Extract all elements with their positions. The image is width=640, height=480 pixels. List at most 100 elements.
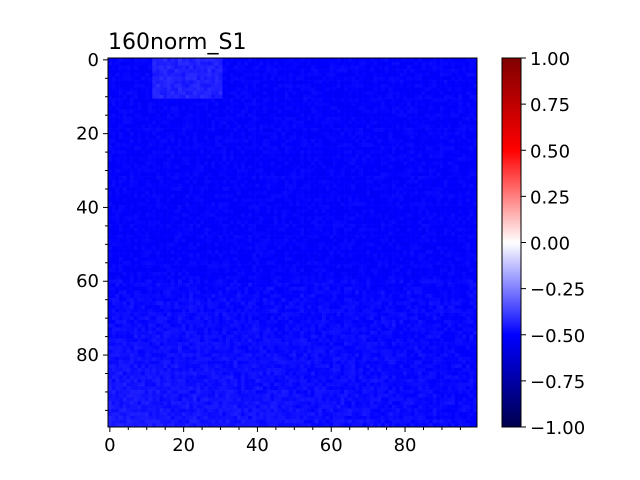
heatmap-cell xyxy=(115,146,120,151)
heatmap-cell xyxy=(144,227,149,232)
heatmap-cell xyxy=(152,65,157,70)
heatmap-cell xyxy=(310,142,315,147)
heatmap-cell xyxy=(200,135,205,140)
heatmap-cell xyxy=(362,183,367,188)
heatmap-cell xyxy=(255,194,260,199)
heatmap-cell xyxy=(266,194,271,199)
heatmap-cell xyxy=(325,98,330,103)
heatmap-cell xyxy=(347,139,352,144)
heatmap-cell xyxy=(292,205,297,210)
heatmap-cell xyxy=(377,212,382,217)
heatmap-cell xyxy=(181,168,186,173)
heatmap-cell xyxy=(303,94,308,99)
heatmap-cell xyxy=(344,139,349,144)
heatmap-cell xyxy=(344,109,349,114)
heatmap-cell xyxy=(473,212,478,217)
heatmap-cell xyxy=(215,172,219,177)
heatmap-cell xyxy=(351,187,356,192)
heatmap-cell xyxy=(314,109,319,114)
heatmap-cell xyxy=(229,117,234,122)
heatmap-cell xyxy=(443,187,448,192)
heatmap-cell xyxy=(244,176,249,181)
heatmap-cell xyxy=(307,183,312,188)
heatmap-cell xyxy=(369,69,374,74)
heatmap-cell xyxy=(277,172,282,177)
heatmap-cell xyxy=(462,220,467,225)
heatmap-cell xyxy=(447,98,452,103)
heatmap-cell xyxy=(469,201,474,206)
heatmap-cell xyxy=(318,153,323,158)
heatmap-cell xyxy=(429,80,434,85)
heatmap-cell xyxy=(429,117,434,122)
heatmap-cell xyxy=(178,190,183,195)
heatmap-cell xyxy=(137,131,142,136)
heatmap-cell xyxy=(285,120,290,125)
heatmap-cell xyxy=(299,157,304,162)
heatmap-cell xyxy=(130,190,135,195)
heatmap-cell xyxy=(469,176,474,181)
heatmap-cell xyxy=(251,220,256,225)
heatmap-cell xyxy=(207,179,212,184)
heatmap-cell xyxy=(358,201,363,206)
heatmap-cell xyxy=(200,120,205,125)
heatmap-cell xyxy=(218,150,223,155)
heatmap-cell xyxy=(329,69,334,74)
heatmap-cell xyxy=(465,168,470,173)
heatmap-cell xyxy=(262,72,267,77)
heatmap-cell xyxy=(211,87,216,92)
heatmap-cell xyxy=(388,150,393,155)
heatmap-cell xyxy=(432,165,437,169)
heatmap-cell xyxy=(244,231,249,236)
heatmap-cell xyxy=(233,168,238,173)
heatmap-cell xyxy=(181,76,186,81)
heatmap-cell xyxy=(200,201,205,206)
heatmap-cell xyxy=(366,98,371,103)
heatmap-cell xyxy=(292,58,297,62)
heatmap-cell xyxy=(274,168,279,173)
heatmap-cell xyxy=(355,176,360,181)
heatmap-cell xyxy=(229,238,234,243)
heatmap-cell xyxy=(170,179,175,184)
heatmap-cell xyxy=(215,69,219,74)
heatmap-cell xyxy=(189,153,194,158)
heatmap-cell xyxy=(148,172,153,177)
heatmap-cell xyxy=(366,150,371,155)
heatmap-cell xyxy=(178,102,183,107)
heatmap-cell xyxy=(318,69,323,74)
heatmap-cell xyxy=(211,124,216,129)
heatmap-cell xyxy=(458,165,463,169)
heatmap-cell xyxy=(233,216,238,221)
heatmap-cell xyxy=(373,187,378,192)
heatmap-cell xyxy=(299,209,304,214)
heatmap-cell xyxy=(451,172,456,177)
heatmap-cell xyxy=(381,209,386,214)
heatmap-cell xyxy=(425,76,430,81)
heatmap-cell xyxy=(403,176,408,181)
heatmap-cell xyxy=(395,190,400,195)
heatmap-cell xyxy=(292,120,297,125)
heatmap-cell xyxy=(384,105,389,110)
heatmap-cell xyxy=(451,176,456,181)
heatmap-cell xyxy=(436,179,441,184)
heatmap-cell xyxy=(174,76,179,81)
heatmap-cell xyxy=(111,205,116,210)
heatmap-cell xyxy=(170,220,175,225)
heatmap-cell xyxy=(307,76,312,81)
heatmap-cell xyxy=(259,187,264,192)
heatmap-cell xyxy=(447,131,452,136)
heatmap-cell xyxy=(403,205,408,210)
heatmap-cell xyxy=(222,113,227,118)
heatmap-cell xyxy=(288,109,293,114)
heatmap-cell xyxy=(159,146,164,151)
heatmap-cell xyxy=(119,117,124,122)
heatmap-cell xyxy=(218,102,223,107)
heatmap-cell xyxy=(237,120,242,125)
heatmap-cell xyxy=(255,146,260,151)
heatmap-cell xyxy=(366,83,371,88)
heatmap-cell xyxy=(355,72,360,77)
heatmap-cell xyxy=(322,216,327,221)
heatmap-cell xyxy=(137,58,142,62)
heatmap-cell xyxy=(355,220,360,225)
heatmap-cell xyxy=(174,227,179,232)
heatmap-cell xyxy=(325,131,330,136)
